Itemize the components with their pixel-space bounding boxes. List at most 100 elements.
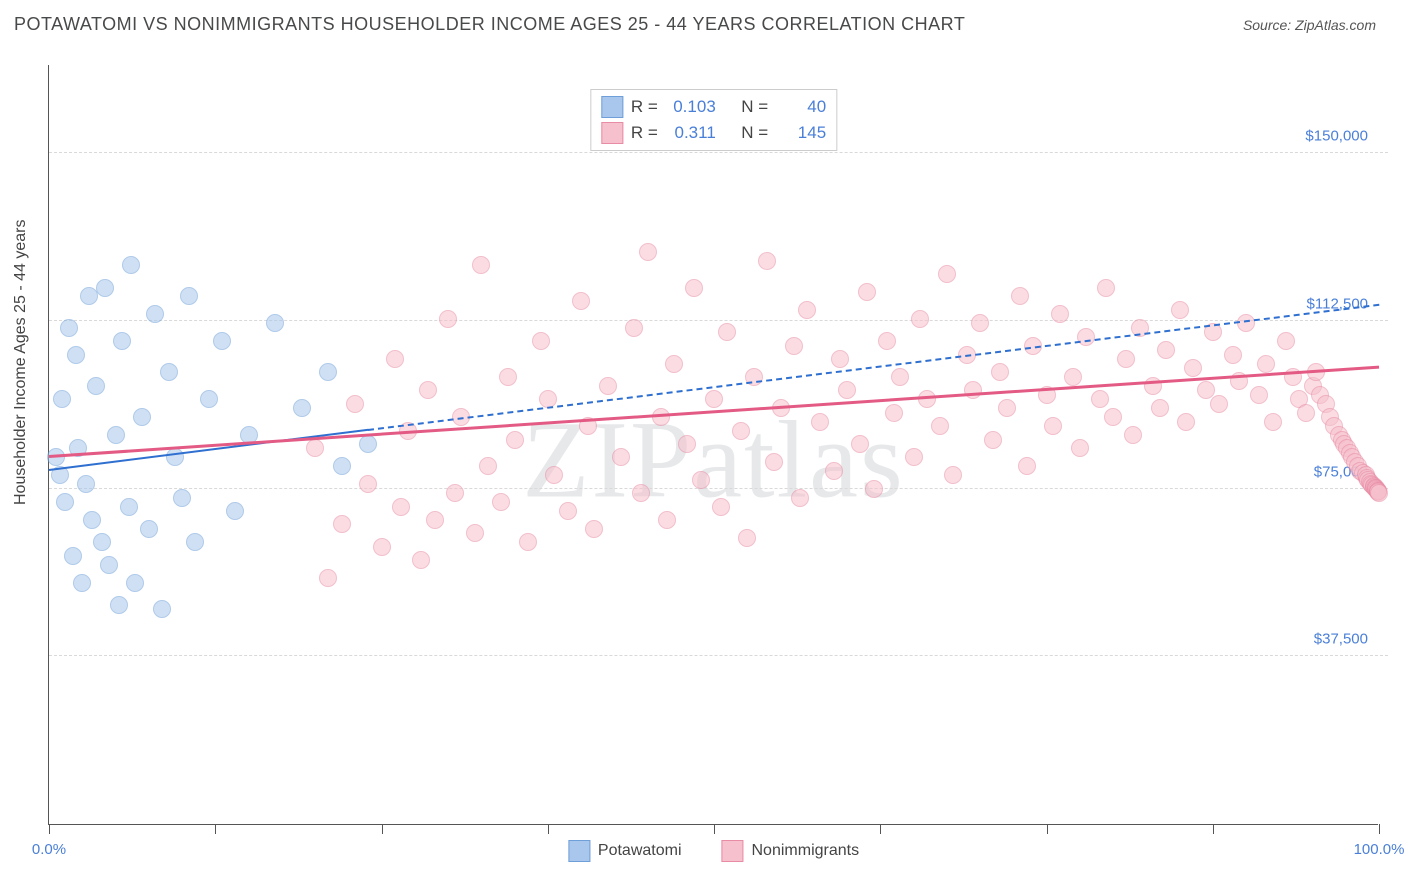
scatter-point xyxy=(984,431,1002,449)
scatter-point xyxy=(718,323,736,341)
scatter-point xyxy=(56,493,74,511)
legend-swatch xyxy=(601,96,623,118)
scatter-point xyxy=(785,337,803,355)
x-tick xyxy=(49,824,50,834)
scatter-point xyxy=(905,448,923,466)
scatter-point xyxy=(1104,408,1122,426)
scatter-point xyxy=(426,511,444,529)
scatter-point xyxy=(306,439,324,457)
series-legend: PotawatomiNonimmigrants xyxy=(568,840,859,862)
scatter-point xyxy=(80,287,98,305)
scatter-point xyxy=(1177,413,1195,431)
scatter-point xyxy=(1051,305,1069,323)
scatter-point xyxy=(226,502,244,520)
scatter-point xyxy=(492,493,510,511)
scatter-point xyxy=(333,457,351,475)
scatter-point xyxy=(446,484,464,502)
scatter-point xyxy=(386,350,404,368)
scatter-point xyxy=(838,381,856,399)
scatter-point xyxy=(532,332,550,350)
scatter-point xyxy=(1018,457,1036,475)
gridline xyxy=(49,320,1388,321)
gridline xyxy=(49,152,1388,153)
scatter-point xyxy=(1117,350,1135,368)
scatter-point xyxy=(758,252,776,270)
scatter-point xyxy=(93,533,111,551)
correlation-legend: R = 0.103 N = 40R = 0.311 N = 145 xyxy=(590,89,837,151)
scatter-point xyxy=(1224,346,1242,364)
scatter-point xyxy=(585,520,603,538)
scatter-point xyxy=(545,466,563,484)
scatter-point xyxy=(1151,399,1169,417)
scatter-point xyxy=(412,551,430,569)
scatter-point xyxy=(991,363,1009,381)
scatter-point xyxy=(319,569,337,587)
scatter-point xyxy=(173,489,191,507)
scatter-point xyxy=(499,368,517,386)
source-attribution: Source: ZipAtlas.com xyxy=(1243,17,1376,33)
scatter-point xyxy=(359,475,377,493)
scatter-point xyxy=(107,426,125,444)
scatter-point xyxy=(811,413,829,431)
scatter-point xyxy=(126,574,144,592)
scatter-point xyxy=(266,314,284,332)
scatter-point xyxy=(705,390,723,408)
scatter-point xyxy=(732,422,750,440)
scatter-point xyxy=(765,453,783,471)
y-tick-label: $150,000 xyxy=(1305,128,1368,145)
x-tick xyxy=(382,824,383,834)
scatter-point xyxy=(572,292,590,310)
scatter-point xyxy=(658,511,676,529)
scatter-point xyxy=(851,435,869,453)
scatter-point xyxy=(559,502,577,520)
scatter-point xyxy=(1064,368,1082,386)
scatter-point xyxy=(632,484,650,502)
scatter-point xyxy=(878,332,896,350)
scatter-point xyxy=(293,399,311,417)
scatter-point xyxy=(865,480,883,498)
scatter-point xyxy=(1277,332,1295,350)
x-tick xyxy=(215,824,216,834)
scatter-point xyxy=(1370,484,1388,502)
scatter-point xyxy=(1210,395,1228,413)
scatter-point xyxy=(1157,341,1175,359)
scatter-point xyxy=(1237,314,1255,332)
scatter-point xyxy=(519,533,537,551)
x-tick xyxy=(548,824,549,834)
scatter-point xyxy=(140,520,158,538)
scatter-point xyxy=(639,243,657,261)
scatter-point xyxy=(931,417,949,435)
scatter-point xyxy=(122,256,140,274)
scatter-point xyxy=(359,435,377,453)
scatter-point xyxy=(200,390,218,408)
scatter-point xyxy=(971,314,989,332)
scatter-point xyxy=(479,457,497,475)
trend-line xyxy=(49,366,1379,458)
scatter-point xyxy=(825,462,843,480)
scatter-point xyxy=(87,377,105,395)
trend-line xyxy=(368,303,1379,430)
y-tick-label: $37,500 xyxy=(1314,631,1368,648)
scatter-point xyxy=(419,381,437,399)
scatter-point xyxy=(1044,417,1062,435)
scatter-point xyxy=(392,498,410,516)
x-tick xyxy=(714,824,715,834)
legend-row: R = 0.311 N = 145 xyxy=(601,120,826,146)
scatter-point xyxy=(612,448,630,466)
scatter-point xyxy=(77,475,95,493)
gridline xyxy=(49,655,1388,656)
x-tick xyxy=(1213,824,1214,834)
scatter-point xyxy=(133,408,151,426)
legend-item: Potawatomi xyxy=(568,840,682,862)
gridline xyxy=(49,488,1388,489)
scatter-point xyxy=(1184,359,1202,377)
scatter-point xyxy=(67,346,85,364)
scatter-point xyxy=(1264,413,1282,431)
scatter-point xyxy=(918,390,936,408)
scatter-point xyxy=(113,332,131,350)
scatter-point xyxy=(83,511,101,529)
scatter-point xyxy=(625,319,643,337)
scatter-point xyxy=(1171,301,1189,319)
scatter-point xyxy=(506,431,524,449)
scatter-point xyxy=(160,363,178,381)
